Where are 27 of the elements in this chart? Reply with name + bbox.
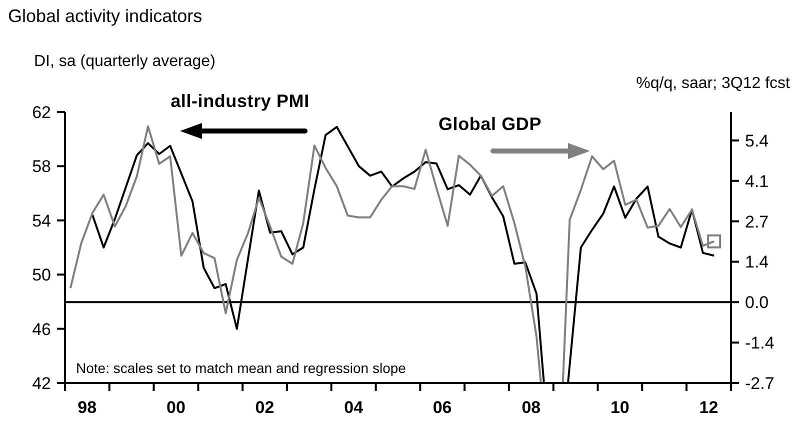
x-tick-label: 98 [78,398,97,417]
y-tick-label: 50 [32,266,51,285]
x-tick-label: 00 [166,398,186,417]
series-label: all-industry PMI [170,91,310,111]
x-tick-label: 06 [432,398,452,417]
x-tick-label: 12 [699,398,718,417]
annotation: Note: scales set to match mean and regression slope [76,360,406,376]
y2-tick-label: -2.7 [745,374,774,393]
y2-tick-label: 2.7 [745,212,769,232]
y2-tick-label: 4.1 [745,172,769,191]
series-label: Global GDP [438,114,542,134]
chart-title: Global activity indicators [8,6,202,26]
y-tick-label: 58 [32,157,51,176]
y2-tick-label: 0.0 [745,293,769,312]
y-tick-label: 54 [32,211,51,230]
y2-tick-label: 5.4 [745,131,769,150]
y-tick-label: 62 [32,103,51,122]
x-tick-label: 08 [522,398,541,417]
y2-axis-title: %q/q, saar; 3Q12 fcst [636,75,791,92]
x-tick-label: 10 [610,398,630,417]
y-axis-title: DI, sa (quarterly average) [34,53,216,70]
x-tick-label: 04 [344,398,364,417]
y2-tick-label: 1.4 [745,252,769,272]
y-tick-label: 42 [32,374,51,393]
y-tick-label: 46 [32,320,51,339]
x-tick-label: 02 [255,398,274,417]
y2-tick-label: -1.4 [745,334,774,353]
